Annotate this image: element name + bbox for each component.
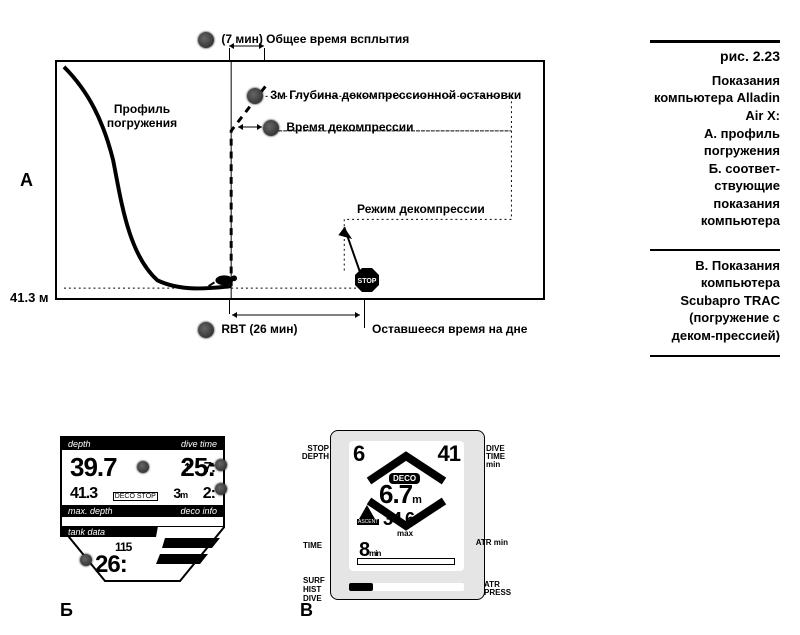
val-decotime: 2: (203, 485, 215, 503)
lbl-time: TIME (303, 541, 322, 550)
panel-a-label: А (20, 170, 33, 191)
panel-v-label: В (300, 600, 313, 621)
ascent-icon: ⇡ (183, 461, 191, 474)
anno-deco-depth-text: 3м Глубина декомпрессионной остановки (270, 88, 521, 102)
max-depth-label: 41.3 м (10, 290, 49, 305)
deco-stop-label: DECO STOP (113, 492, 158, 501)
lbl-hist: HIST (303, 585, 321, 594)
stop-sign-icon: STOP (354, 267, 380, 293)
caption-b: Б. соответ-ствующие показания компьютера (650, 160, 780, 230)
divider (650, 351, 780, 357)
val-depth: 39.7 (70, 452, 117, 483)
alladin-row2: 41.3 DECO STOP 3m 2: ⇡ 7: (62, 485, 223, 505)
bottom-bar (349, 583, 464, 591)
alladin-main-display: depth dive time 39.7 25: 41.3 DECO STOP … (60, 436, 225, 526)
ftr-maxdepth: max. depth (68, 506, 113, 516)
hdr-divetime: dive time (181, 439, 217, 449)
anno-rbt-text: RBT (26 мин) (221, 322, 297, 336)
alladin-footer: max. depth deco info (62, 505, 223, 517)
ftr-decoinfo: deco info (180, 506, 217, 516)
svg-text:tank data: tank data (68, 527, 105, 537)
figure-number: рис. 2.23 (650, 40, 780, 66)
anno-deco-depth: 3м Глубина декомпрессионной остановки (247, 88, 521, 104)
svg-text:26:: 26: (95, 551, 127, 578)
marker-icon (198, 322, 214, 338)
bottom-bar-fill (349, 583, 373, 591)
computer-scubapro: STOP DEPTH TIME SURF HIST DIVE DIVE TIME… (330, 430, 485, 600)
caption-a: А. профиль погружения (650, 125, 780, 160)
unit-m: m (180, 490, 187, 500)
caption-main: Показания компьютера Alladin Air X: (650, 72, 780, 125)
val-maxdepth: 34.6 (383, 509, 414, 530)
anno-deco-time: Время декомпрессии (263, 120, 413, 136)
lbl-divetime: DIVE TIME min (486, 445, 512, 469)
figure-caption: рис. 2.23 Показания компьютера Alladin A… (650, 40, 780, 357)
divider (650, 236, 780, 251)
lbl-stopdepth: STOP DEPTH (301, 445, 329, 461)
marker-icon (198, 32, 214, 48)
panel-b-label: Б (60, 600, 73, 621)
val-deco: 6.7m (379, 479, 421, 510)
dive-profile-panel: Профиль погружения 3м Глубина декомпресс… (55, 60, 545, 300)
anno-rbt: RBT (26 мин) (198, 322, 298, 338)
marker-icon (247, 88, 263, 104)
alladin-tank-display: tank data 115 26: (60, 526, 225, 586)
arrow-span (229, 42, 269, 50)
caption-v: В. Показания компьютера Scubapro TRAC (п… (650, 257, 780, 345)
anno-bottom-time: Оставшееся время на дне (372, 322, 527, 336)
lbl-atr: ATR min (476, 539, 508, 547)
deco-mode-label: Режим декомпрессии (357, 202, 485, 216)
arrow-span (232, 310, 364, 320)
val-ascent: 7: (204, 459, 215, 476)
scubapro-screen: 6 41 DECO 6.7m ASCENT 34.6 max (349, 441, 464, 571)
ascent-icon (359, 505, 375, 519)
arrow-span (236, 120, 266, 134)
marker-icon (215, 459, 227, 471)
anno-deco-time-text: Время декомпрессии (286, 120, 413, 134)
lbl-atrpress: ATR PRESS (484, 581, 512, 597)
profile-text: Профиль погружения (92, 102, 192, 130)
marker-icon (137, 461, 149, 473)
lbl-surf: SURF (303, 576, 325, 585)
guide-line (364, 300, 365, 328)
lbl-max: max (397, 529, 413, 538)
marker-icon (215, 483, 227, 495)
progress-bar (357, 558, 455, 565)
hdr-depth: depth (68, 439, 91, 449)
ascent-label: ASCENT (357, 519, 379, 525)
alladin-header: depth dive time (62, 438, 223, 450)
svg-text:STOP: STOP (358, 278, 377, 285)
marker-icon (80, 554, 92, 566)
val-maxdepth: 41.3 (70, 485, 97, 503)
guide-line (229, 300, 230, 314)
computer-alladin: depth dive time 39.7 25: 41.3 DECO STOP … (60, 436, 225, 586)
